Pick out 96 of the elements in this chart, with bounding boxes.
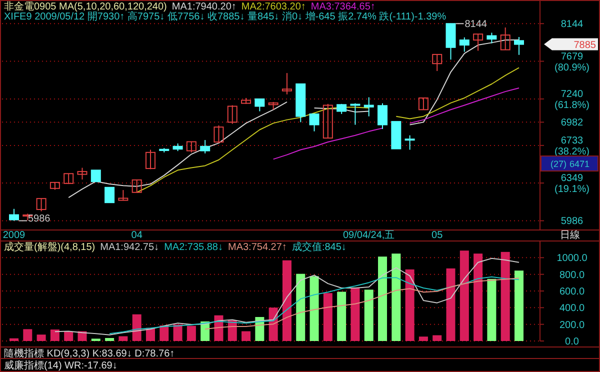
candlestick [364, 96, 374, 117]
text: MA1:7940.20↑ [172, 2, 236, 12]
text: MA2:7603.20↑ [241, 2, 306, 12]
candlestick [227, 104, 238, 124]
y-tick-label: 6982 [560, 118, 584, 129]
candlestick [104, 186, 115, 204]
bar [418, 336, 428, 341]
candlestick [309, 113, 320, 132]
bar [186, 326, 196, 341]
candlestick [500, 26, 510, 50]
bar [514, 270, 524, 341]
candlestick [322, 103, 333, 139]
y-tick-label: 200.0 [559, 320, 585, 331]
text: 6471 [569, 159, 590, 169]
annotation: 8144 [464, 19, 488, 30]
chart-title: 成交量(解盤)(4,8,15) [4, 241, 96, 253]
bar [350, 288, 360, 341]
candlestick [77, 167, 88, 180]
y-tick-label: 1000.0 [556, 253, 588, 264]
text: 隨機指標 KD(9,3,3) K:83.69↓ D:78.76↑ [4, 348, 175, 360]
candlestick [186, 141, 196, 153]
text: MA1:942.75↓ [100, 242, 160, 253]
bar [282, 260, 292, 341]
candlestick [282, 72, 292, 95]
y-tick-label: 600.0 [559, 286, 585, 298]
text: 7885 [574, 40, 596, 51]
y-tick-label: 800.0 [559, 270, 585, 281]
bar [64, 332, 74, 341]
candlestick [254, 98, 265, 112]
line-series [109, 276, 520, 334]
bar [432, 335, 442, 341]
candlestick [350, 102, 360, 126]
bar [446, 268, 456, 341]
annotation: 5986 [28, 214, 51, 225]
bar [23, 329, 32, 341]
candlestick [200, 140, 210, 154]
candlestick [473, 34, 484, 52]
text: XIFE9 2009/05/12 開7930↑ 高7975↓ 低7756↓ 收7885↓ 量845↓ 消0↓ 增-645 振2.74% 跌(-111)-1.39% [4, 10, 446, 22]
candlestick [145, 149, 156, 170]
y-tick-label: 7679 (80.9%) [554, 51, 590, 74]
bar [132, 314, 142, 341]
bar [364, 290, 374, 341]
x-tick-label: 09/04/24,五 [343, 230, 395, 241]
y-tick-label: 8144 [560, 19, 584, 30]
candlestick [514, 36, 524, 56]
x-tick-label: 2009 [2, 230, 26, 241]
bar [487, 278, 496, 341]
candlestick [446, 23, 456, 60]
bar [474, 254, 483, 341]
candlestick [404, 134, 415, 150]
line-series [54, 258, 520, 336]
text: 威廉指標(14) WR:-17.69↓ [4, 360, 118, 372]
candlestick [378, 102, 388, 130]
bar [323, 293, 332, 341]
bar [36, 334, 46, 341]
candlestick [36, 198, 46, 212]
y-tick-label: 5986 [560, 216, 584, 228]
text: MA3:754.27↑ [228, 242, 287, 253]
annotation: 成交值:845↓ [292, 241, 346, 253]
y-tick-label: 6733 (38.2%) [554, 135, 590, 158]
bar [405, 269, 414, 341]
bar [310, 276, 319, 341]
chart-title: 非金電0905 MA(5,10,20,60,120,240) [4, 0, 167, 12]
text: (27) [550, 159, 566, 169]
bar [296, 274, 306, 341]
candlestick [64, 173, 74, 185]
candlestick [459, 36, 470, 52]
bar [500, 252, 510, 341]
candlestick [132, 179, 142, 193]
y-tick-label: 0.0 [565, 336, 580, 348]
text: 日線 [560, 230, 580, 241]
x-tick-label: 05 [432, 230, 444, 241]
line-series [204, 278, 520, 330]
bar [118, 336, 128, 341]
bar [378, 256, 388, 341]
y-tick-label: 6349 (19.1%) [554, 173, 590, 196]
text: MA2:735.88↓ [164, 242, 223, 253]
bar [105, 338, 114, 341]
candlestick [214, 124, 224, 144]
text: MA3:7364.65↑ [310, 2, 376, 12]
bar [242, 331, 251, 341]
candlestick [90, 170, 101, 182]
y-tick-label: 7240 (61.8%) [554, 88, 590, 111]
candlestick [486, 32, 497, 44]
y-tick-label: 400.0 [559, 303, 585, 314]
bar [337, 292, 346, 341]
bar [392, 254, 401, 341]
x-tick-label: 04 [131, 230, 143, 241]
bar [173, 324, 182, 341]
candlestick [418, 97, 428, 110]
bar [460, 250, 469, 341]
bar [160, 326, 169, 341]
bar [10, 338, 18, 341]
bar [50, 330, 60, 341]
candlestick [432, 54, 442, 72]
candlestick [118, 190, 128, 201]
